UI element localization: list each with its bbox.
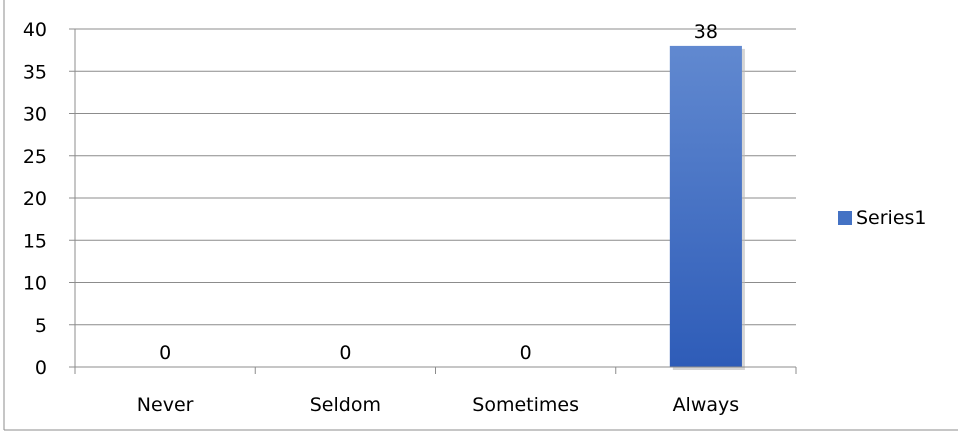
x-category-label: Seldom	[310, 394, 381, 416]
y-tick-label: 20	[23, 188, 47, 210]
y-tick-label: 0	[35, 357, 47, 379]
y-tick-label: 40	[23, 19, 47, 41]
x-category-label: Never	[137, 394, 194, 416]
data-label: 38	[694, 21, 718, 43]
y-tick-label: 25	[23, 146, 47, 168]
gridlines	[75, 28, 796, 326]
y-tick-label: 15	[23, 230, 47, 252]
x-category-label: Sometimes	[472, 394, 579, 416]
data-label: 0	[520, 342, 532, 364]
data-labels: 0 0 0 38	[159, 21, 718, 364]
legend: Series1	[838, 207, 927, 229]
y-tick-label: 10	[23, 273, 47, 295]
bars	[669, 45, 745, 371]
legend-swatch-series1	[838, 211, 852, 225]
data-label: 0	[339, 342, 351, 364]
data-label: 0	[159, 342, 171, 364]
y-tick-labels: 0 5 10 15 20 25 30 35 40	[23, 19, 75, 379]
y-tick-label: 35	[23, 61, 47, 83]
y-tick-label: 5	[35, 315, 47, 337]
legend-label-series1: Series1	[856, 207, 927, 229]
x-category-label: Always	[673, 394, 740, 416]
bar-always	[669, 45, 742, 368]
y-tick-label: 30	[23, 104, 47, 126]
x-category-labels: Never Seldom Sometimes Always	[137, 394, 739, 416]
